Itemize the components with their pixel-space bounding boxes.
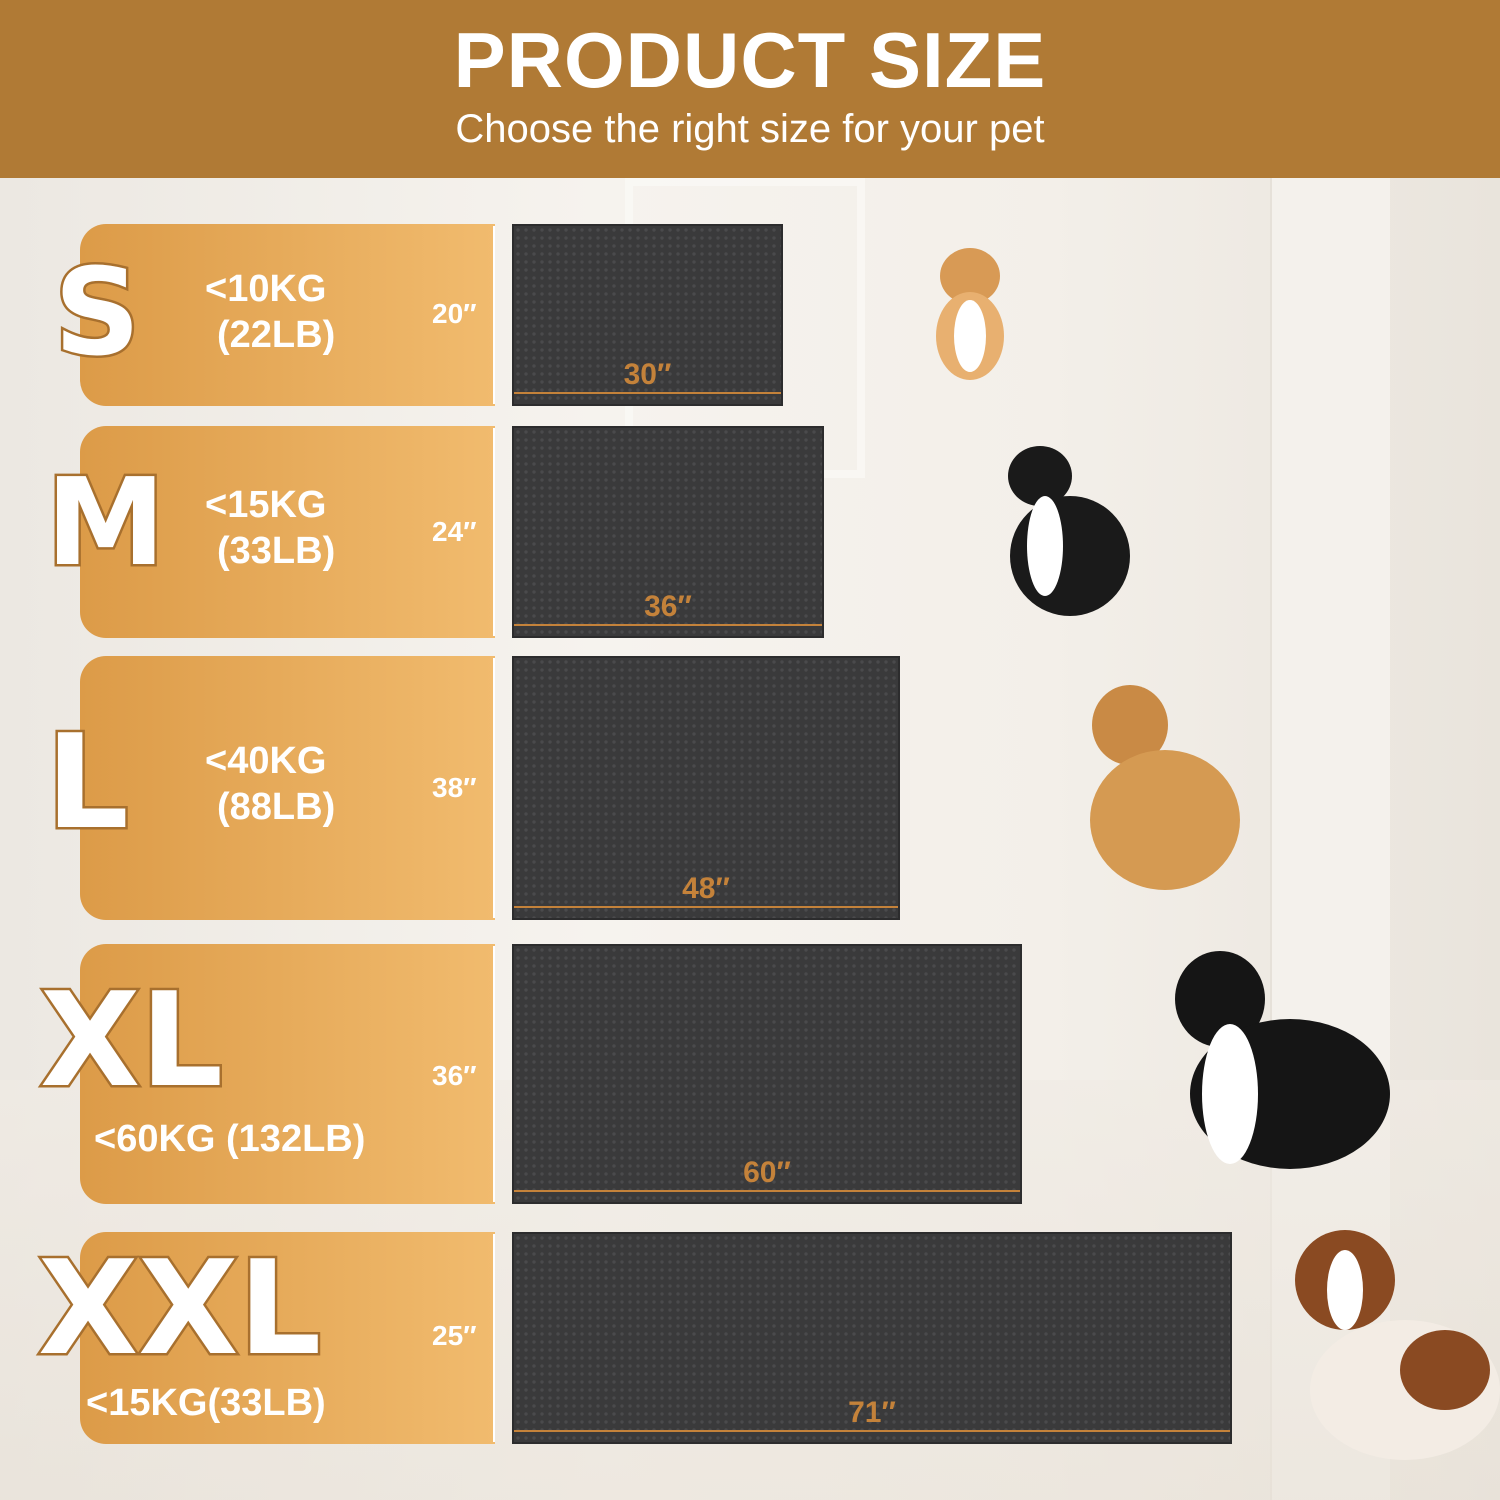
saint-bernard-dog-image bbox=[1295, 1230, 1500, 1460]
golden-retriever-dog-image bbox=[1090, 685, 1240, 890]
width-dimension: 36″ bbox=[644, 590, 692, 623]
size-row-l: L <40KG (88LB) 38″ 48″ bbox=[44, 656, 1280, 920]
size-label: S bbox=[51, 242, 142, 386]
weight: <15KG(33LB) bbox=[86, 1382, 326, 1424]
weight-kg: <15KG bbox=[205, 484, 327, 526]
height-dimension: 20″ bbox=[432, 298, 477, 329]
size-panel bbox=[80, 224, 495, 406]
size-row-xl: XL <60KG (132LB) 36″ 60″ bbox=[37, 944, 1420, 1204]
border-collie-dog-image bbox=[1008, 446, 1130, 616]
page-title: PRODUCT SIZE bbox=[453, 16, 1047, 104]
size-row-xxl: XXL <15KG(33LB) 25″ 71″ bbox=[35, 1230, 1500, 1460]
corgi-dog-image bbox=[936, 248, 1004, 380]
weight: <60KG (132LB) bbox=[94, 1118, 366, 1160]
width-arrow bbox=[514, 1430, 1230, 1432]
width-dimension: 30″ bbox=[623, 358, 672, 391]
size-panel bbox=[80, 656, 495, 920]
mat-xxl: 71″ bbox=[512, 1232, 1232, 1444]
weight-kg: <10KG bbox=[205, 268, 327, 310]
mat-l: 48″ bbox=[512, 656, 900, 920]
width-dimension: 71″ bbox=[848, 1396, 896, 1429]
weight-lb: (22LB) bbox=[217, 314, 336, 356]
weight-lb: (33LB) bbox=[217, 530, 336, 572]
width-dimension: 60″ bbox=[743, 1156, 791, 1189]
height-arrow bbox=[493, 226, 495, 404]
size-panel bbox=[80, 426, 495, 638]
width-arrow bbox=[514, 1190, 1020, 1192]
size-panel bbox=[80, 1232, 495, 1444]
height-dimension: 24″ bbox=[432, 516, 477, 547]
mat-s: 30″ bbox=[512, 224, 783, 406]
size-label: M bbox=[43, 452, 167, 596]
weight-kg: <40KG bbox=[205, 740, 327, 782]
height-dimension: 25″ bbox=[432, 1320, 477, 1351]
height-arrow bbox=[493, 946, 495, 1202]
header-banner: PRODUCT SIZE Choose the right size for y… bbox=[0, 0, 1500, 178]
mat-m: 36″ bbox=[512, 426, 824, 638]
height-arrow bbox=[493, 428, 495, 636]
width-arrow bbox=[514, 392, 781, 394]
width-dimension: 48″ bbox=[682, 872, 730, 905]
width-arrow bbox=[514, 624, 822, 626]
height-dimension: 36″ bbox=[432, 1060, 477, 1091]
mat-xl: 60″ bbox=[512, 944, 1022, 1204]
bernese-mountain-dog-image bbox=[1175, 951, 1390, 1169]
page-subtitle: Choose the right size for your pet bbox=[455, 107, 1045, 151]
size-label: L bbox=[44, 704, 132, 861]
height-arrow bbox=[493, 1234, 495, 1442]
size-row-m: M <15KG (33LB) 24″ 36″ bbox=[43, 426, 1180, 638]
size-label: XL bbox=[37, 962, 225, 1119]
size-panel bbox=[80, 944, 495, 1204]
size-row-s: S <10KG (22LB) 20″ 30″ bbox=[51, 224, 1080, 406]
height-dimension: 38″ bbox=[432, 772, 477, 803]
width-arrow bbox=[514, 906, 898, 908]
size-label: XXL bbox=[35, 1230, 323, 1387]
height-arrow bbox=[493, 658, 495, 918]
weight-lb: (88LB) bbox=[217, 786, 336, 828]
